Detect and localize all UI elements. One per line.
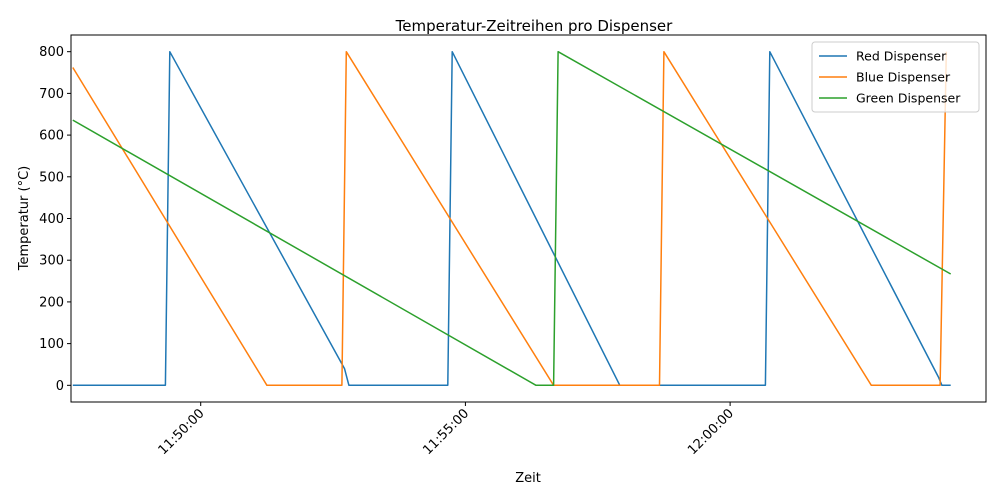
y-tick-label: 400: [39, 212, 64, 227]
series-line-1: [72, 50, 951, 387]
x-tick-label: 11:50:00: [156, 406, 208, 458]
y-tick-label: 800: [39, 45, 64, 60]
x-tick-label: 12:00:00: [685, 406, 737, 458]
y-axis: 0 100 200 300 400 500 600 700 800: [39, 45, 71, 394]
y-tick-label: 700: [39, 87, 64, 102]
y-tick-label: 300: [39, 254, 64, 269]
legend-label: Green Dispenser: [856, 91, 961, 106]
y-tick-label: 600: [39, 129, 64, 144]
y-tick-label: 200: [39, 295, 64, 310]
legend-frame: [811, 41, 980, 113]
y-axis-label: Temperatur (°C): [17, 166, 32, 272]
legend-label: Red Dispenser: [856, 49, 947, 64]
legend: Red Dispenser Blue Dispenser Green Dispens…: [811, 41, 980, 113]
x-axis: 11:50:00 11:55:00 12:00:00: [156, 402, 737, 458]
chart-title: Temperatur-Zeitreihen pro Dispenser: [395, 17, 674, 35]
y-tick-label: 100: [39, 337, 64, 352]
y-tick-label: 0: [56, 379, 64, 394]
y-tick-label: 500: [39, 170, 64, 185]
series-lines: [72, 50, 952, 387]
series-line-3: [72, 50, 952, 387]
x-tick-label: 11:55:00: [420, 406, 472, 458]
legend-label: Blue Dispenser: [856, 70, 951, 85]
x-axis-label: Zeit: [515, 471, 541, 486]
series-line-2: [72, 50, 948, 387]
